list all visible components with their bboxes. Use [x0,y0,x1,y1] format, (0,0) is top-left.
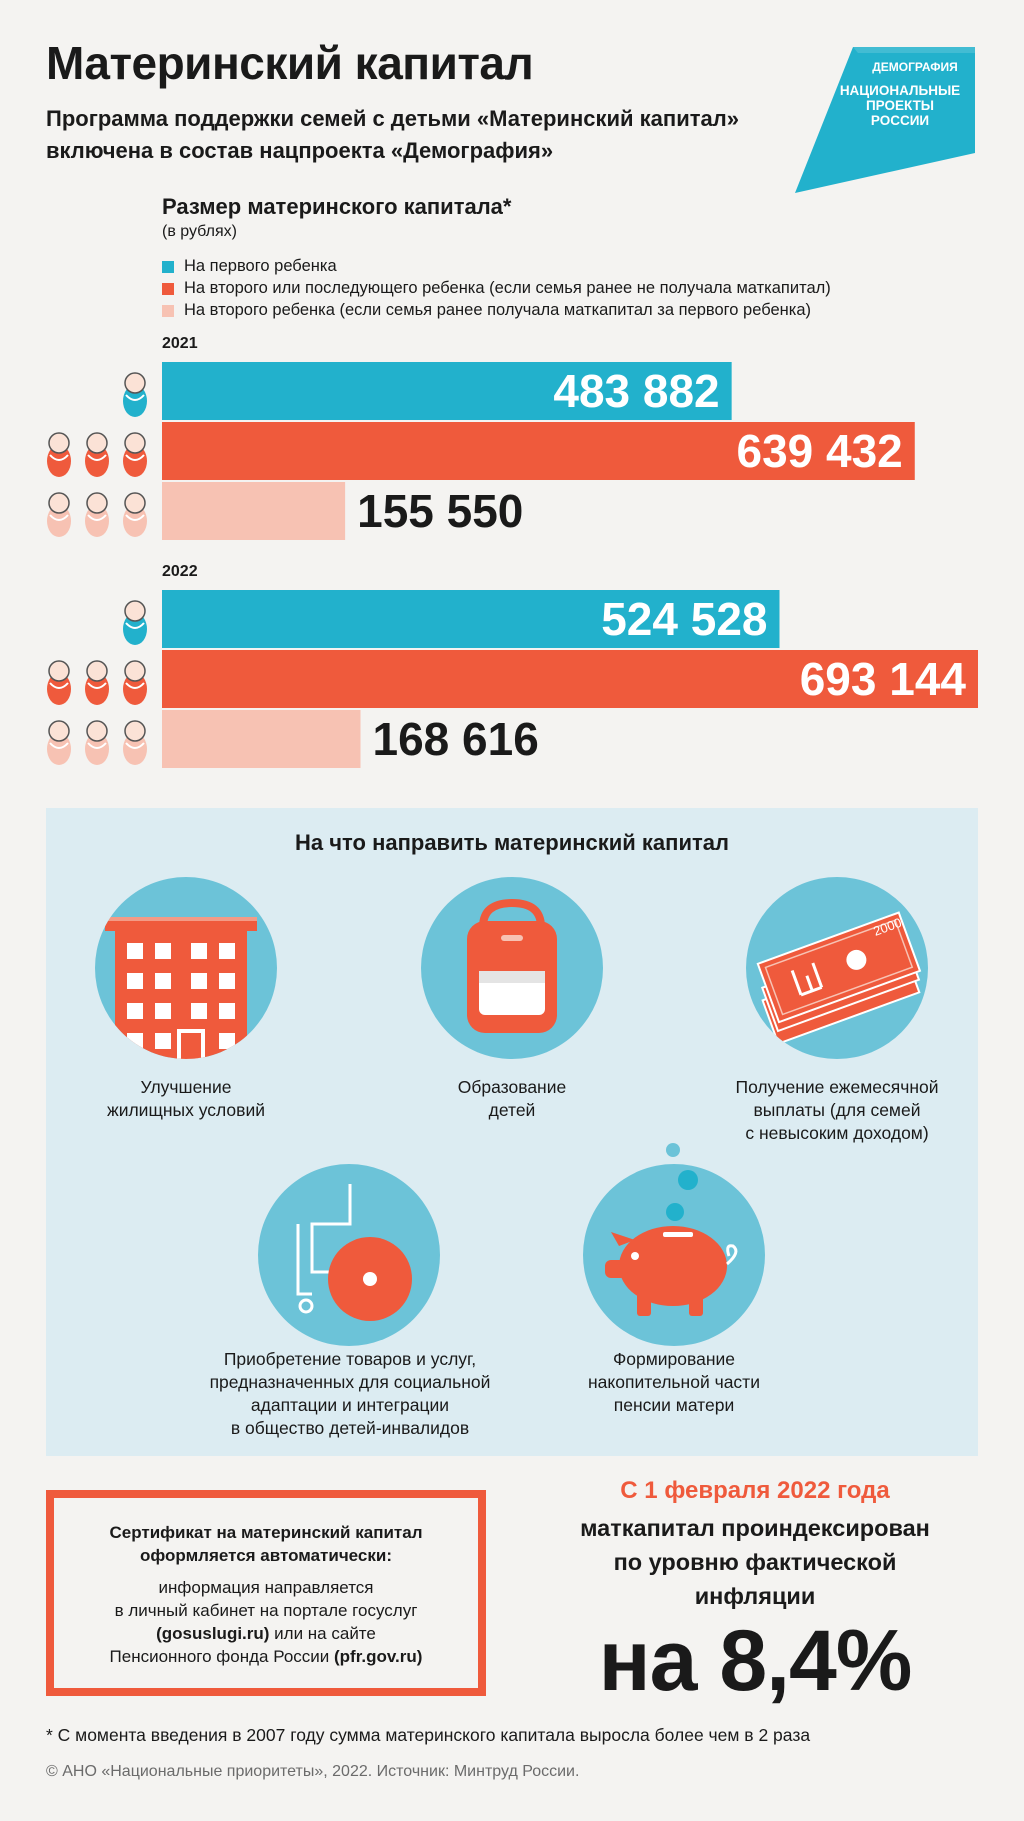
value-label-2022-second-prev: 168 616 [373,713,539,765]
national-projects-logo: ДЕМОГРАФИЯ НАЦИОНАЛЬНЫЕ ПРОЕКТЫ РОССИИ [795,47,975,193]
value-label-2021-second-prev: 155 550 [357,485,523,537]
use-housing-label: Улучшение жилищных условий [106,1077,265,1120]
baby-icon-2021-second-1 [47,432,71,477]
bar-2021-second-prev [162,482,346,540]
chart-title: Размер материнского капитала* [162,194,512,219]
footnote: * С момента введения в 2007 году сумма м… [46,1725,811,1745]
page-subtitle: Программа поддержки семей с детьми «Мате… [46,106,739,163]
uses-heading: На что направить материнский капитал [295,830,729,855]
use-monthly-payment-label: Получение ежемесячной выплаты (для семей… [735,1077,939,1143]
legend-swatch-first [162,260,174,273]
baby-icon-2022-first [123,600,147,645]
legend-label-second: На второго или последующего ребенка (есл… [184,279,831,297]
baby-icon-2021-second-3 [123,432,147,477]
baby-icon-2022-second-2 [85,660,109,705]
use-housing [95,877,277,1059]
certificate-box [46,1490,486,1696]
logo-text-russia: РОССИИ [871,113,929,128]
baby-icon-2021-second-2 [85,432,109,477]
baby-icon-2022-second-prev-2 [85,720,109,765]
legend-label-first: На первого ребенка [184,257,337,275]
piggy-bank-icon [605,1143,738,1316]
gosuslugi-link[interactable]: (gosuslugi.ru) [156,1624,270,1643]
certificate-body: информация направляется в личный кабинет… [109,1578,423,1666]
bar-2021-first [162,362,732,420]
use-monthly-payment: 2000 [746,877,928,1059]
legend-item-first: На первого ребенка [162,257,337,276]
pfr-link[interactable]: (pfr.gov.ru) [333,1647,423,1666]
bar-2021-second [162,422,915,480]
legend-swatch-second-prev [162,304,174,317]
value-label-2022-first: 524 528 [601,593,767,645]
use-disabled-children-label: Приобретение товаров и услуг, предназнач… [209,1349,491,1438]
use-pension [583,1136,765,1346]
legend-swatch-second [162,282,174,295]
certificate-title: Сертификат на материнский капитал оформл… [109,1523,423,1565]
bar-2022-first [162,590,780,648]
legend-item-second-prev: На второго ребенка (если семья ранее пол… [162,301,811,320]
use-education [421,877,603,1059]
use-education-label: Образование детей [457,1077,567,1120]
logo-text-projects: ПРОЕКТЫ [866,98,934,113]
baby-icon-2022-second-1 [47,660,71,705]
building-icon [105,917,257,1059]
baby-icon-2021-second-prev-2 [85,492,109,537]
indexation-text: маткапитал проиндексирован по уровню фак… [580,1515,930,1609]
bar-2022-second-prev [162,710,361,768]
use-pension-label: Формирование накопительной части пенсии … [588,1349,760,1415]
page-title: Материнский капитал [46,37,534,89]
copyright: © АНО «Национальные приоритеты», 2022. И… [46,1763,580,1780]
logo-text-demography: ДЕМОГРАФИЯ [872,60,958,74]
baby-icon-2021-second-prev-1 [47,492,71,537]
wheelchair-icon [296,1184,412,1321]
bar-2022-second [162,650,978,708]
indexation-date: С 1 февраля 2022 года [620,1477,890,1504]
legend-label-second-prev: На второго ребенка (если семья ранее пол… [184,301,812,319]
value-label-2022-second: 693 144 [800,653,967,705]
baby-icon-2021-second-prev-3 [123,492,147,537]
year-label-2022: 2022 [162,563,198,580]
year-label-2021: 2021 [162,335,198,352]
value-label-2021-second: 639 432 [736,425,902,477]
baby-icon-2022-second-prev-1 [47,720,71,765]
indexation-value: на 8,4% [598,1613,913,1709]
baby-icon-2022-second-prev-3 [123,720,147,765]
baby-icon-2021-first [123,372,147,417]
backpack-icon [467,898,557,1033]
maternity-capital-bar-chart: 2021 483 882 639 432 155 550 2022 524 528 693 … [47,335,978,768]
baby-icon-2022-second-3 [123,660,147,705]
chart-unit: (в рублях) [162,223,237,240]
banknotes-icon: 2000 [756,911,922,1045]
legend-item-second: На второго или последующего ребенка (есл… [162,279,831,298]
use-disabled-children [258,1164,440,1346]
value-label-2021-first: 483 882 [553,365,719,417]
logo-text-national: НАЦИОНАЛЬНЫЕ [840,83,960,98]
